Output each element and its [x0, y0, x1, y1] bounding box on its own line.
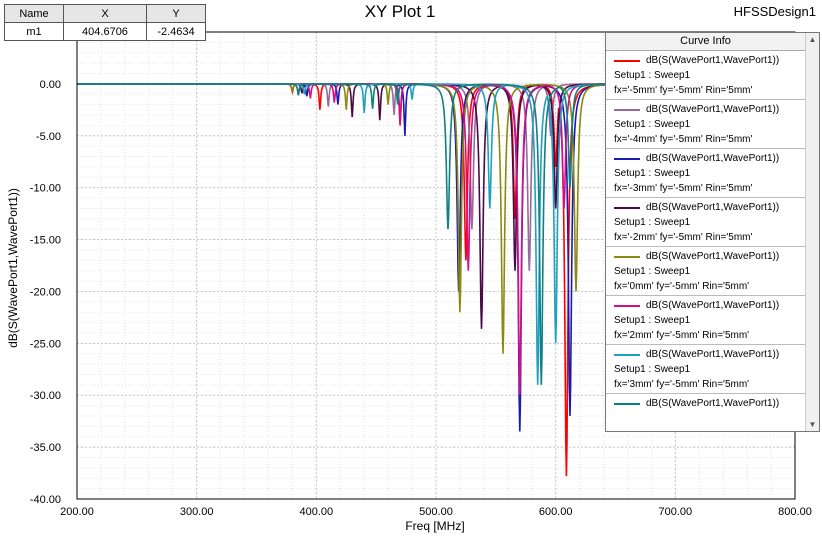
y-tick-label: -30.00 [30, 390, 61, 402]
x-axis-label: Freq [MHz] [405, 519, 465, 533]
x-tick-label: 300.00 [180, 506, 214, 518]
legend-swatch [614, 255, 640, 258]
legend-trace-name: dB(S(WavePort1,WavePort1)) [646, 104, 780, 115]
legend-entry[interactable]: dB(S(WavePort1,WavePort1)) Setup1 : Sweep… [606, 345, 805, 394]
x-tick-label: 700.00 [659, 506, 693, 518]
series-line [77, 83, 628, 354]
legend-trace-name: dB(S(WavePort1,WavePort1)) [646, 349, 780, 360]
legend-setup: Setup1 : Sweep1 [614, 217, 691, 228]
legend-params: fx='3mm' fy='-5mm' Rin='5mm' [614, 379, 750, 390]
legend-setup: Setup1 : Sweep1 [614, 364, 691, 375]
legend-params: fx='-5mm' fy='-5mm' Rin='5mm' [614, 85, 753, 96]
legend-setup: Setup1 : Sweep1 [614, 315, 691, 326]
legend-trace-name: dB(S(WavePort1,WavePort1)) [646, 251, 780, 262]
legend-swatch [614, 353, 640, 356]
y-tick-label: -5.00 [36, 131, 61, 143]
legend-trace-name: dB(S(WavePort1,WavePort1)) [646, 300, 780, 311]
legend-setup: Setup1 : Sweep1 [614, 266, 691, 277]
legend-setup: Setup1 : Sweep1 [614, 168, 691, 179]
marker-header-x: X [63, 4, 147, 23]
marker-name: m1 [4, 22, 64, 41]
x-tick-label: 600.00 [539, 506, 573, 518]
y-tick-label: 0.00 [40, 79, 61, 91]
legend-swatch [614, 304, 640, 307]
y-tick-label: -25.00 [30, 338, 61, 350]
x-tick-label: 200.00 [60, 506, 94, 518]
legend-params: fx='0mm' fy='-5mm' Rin='5mm' [614, 281, 750, 292]
y-tick-label: -20.00 [30, 286, 61, 298]
legend-entry[interactable]: dB(S(WavePort1,WavePort1)) Setup1 : Sweep… [606, 149, 805, 198]
curve-info-legend[interactable]: Curve Info dB(S(WavePort1,WavePort1)) Set… [605, 32, 820, 432]
legend-entry[interactable]: dB(S(WavePort1,WavePort1)) Setup1 : Sweep… [606, 51, 805, 100]
marker-table: Name X Y m1 404.6706 -2.4634 [4, 4, 206, 41]
x-tick-label: 400.00 [300, 506, 334, 518]
design-name: HFSSDesign1 [733, 4, 816, 19]
legend-title: Curve Info [606, 33, 805, 51]
scroll-up-arrow-icon[interactable]: ▲ [808, 35, 817, 44]
plot-title: XY Plot 1 [364, 2, 436, 21]
legend-entry[interactable]: dB(S(WavePort1,WavePort1)) Setup1 : Sweep… [606, 247, 805, 296]
marker-x: 404.6706 [63, 22, 147, 41]
curves [77, 83, 628, 477]
legend-scrollbar[interactable]: ▲ ▼ [805, 33, 819, 431]
x-tick-label: 500.00 [419, 506, 453, 518]
series-line [77, 83, 628, 396]
legend-setup: Setup1 : Sweep1 [614, 119, 691, 130]
legend-swatch [614, 157, 640, 160]
legend-entry[interactable]: dB(S(WavePort1,WavePort1)) [606, 394, 805, 431]
y-tick-label: -10.00 [30, 183, 61, 195]
legend-setup: Setup1 : Sweep1 [614, 70, 691, 81]
legend-swatch [614, 402, 640, 405]
legend-entry[interactable]: dB(S(WavePort1,WavePort1)) Setup1 : Sweep… [606, 100, 805, 149]
x-tick-label: 800.00 [778, 506, 812, 518]
legend-trace-name: dB(S(WavePort1,WavePort1)) [646, 202, 780, 213]
legend-params: fx='2mm' fy='-5mm' Rin='5mm' [614, 330, 750, 341]
legend-swatch [614, 108, 640, 111]
y-axis-label: dB(S(WavePort1,WavePort1)) [6, 188, 20, 348]
marker-header-y: Y [146, 4, 206, 23]
legend-trace-name: dB(S(WavePort1,WavePort1)) [646, 55, 780, 66]
scroll-down-arrow-icon[interactable]: ▼ [808, 420, 817, 429]
legend-entry[interactable]: dB(S(WavePort1,WavePort1)) Setup1 : Sweep… [606, 296, 805, 345]
series-line [77, 83, 628, 329]
series-line [77, 83, 628, 385]
legend-params: fx='-3mm' fy='-5mm' Rin='5mm' [614, 183, 753, 194]
legend-list: dB(S(WavePort1,WavePort1)) Setup1 : Sweep… [606, 51, 805, 431]
legend-entry[interactable]: dB(S(WavePort1,WavePort1)) Setup1 : Sweep… [606, 198, 805, 247]
legend-trace-name: dB(S(WavePort1,WavePort1)) [646, 153, 780, 164]
marker-header-name: Name [4, 4, 64, 23]
legend-params: fx='-2mm' fy='-5mm' Rin='5mm' [614, 232, 753, 243]
legend-swatch [614, 59, 640, 62]
legend-swatch [614, 206, 640, 209]
y-tick-label: -40.00 [30, 494, 61, 506]
legend-trace-name: dB(S(WavePort1,WavePort1)) [646, 398, 780, 409]
series-line [77, 83, 628, 385]
marker-y: -2.4634 [146, 22, 206, 41]
axis-ticks: 200.00 300.00 400.00 500.00 600.00 700.00 800.… [30, 79, 812, 518]
y-tick-label: -15.00 [30, 235, 61, 247]
legend-params: fx='-4mm' fy='-5mm' Rin='5mm' [614, 134, 753, 145]
y-tick-label: -35.00 [30, 442, 61, 454]
